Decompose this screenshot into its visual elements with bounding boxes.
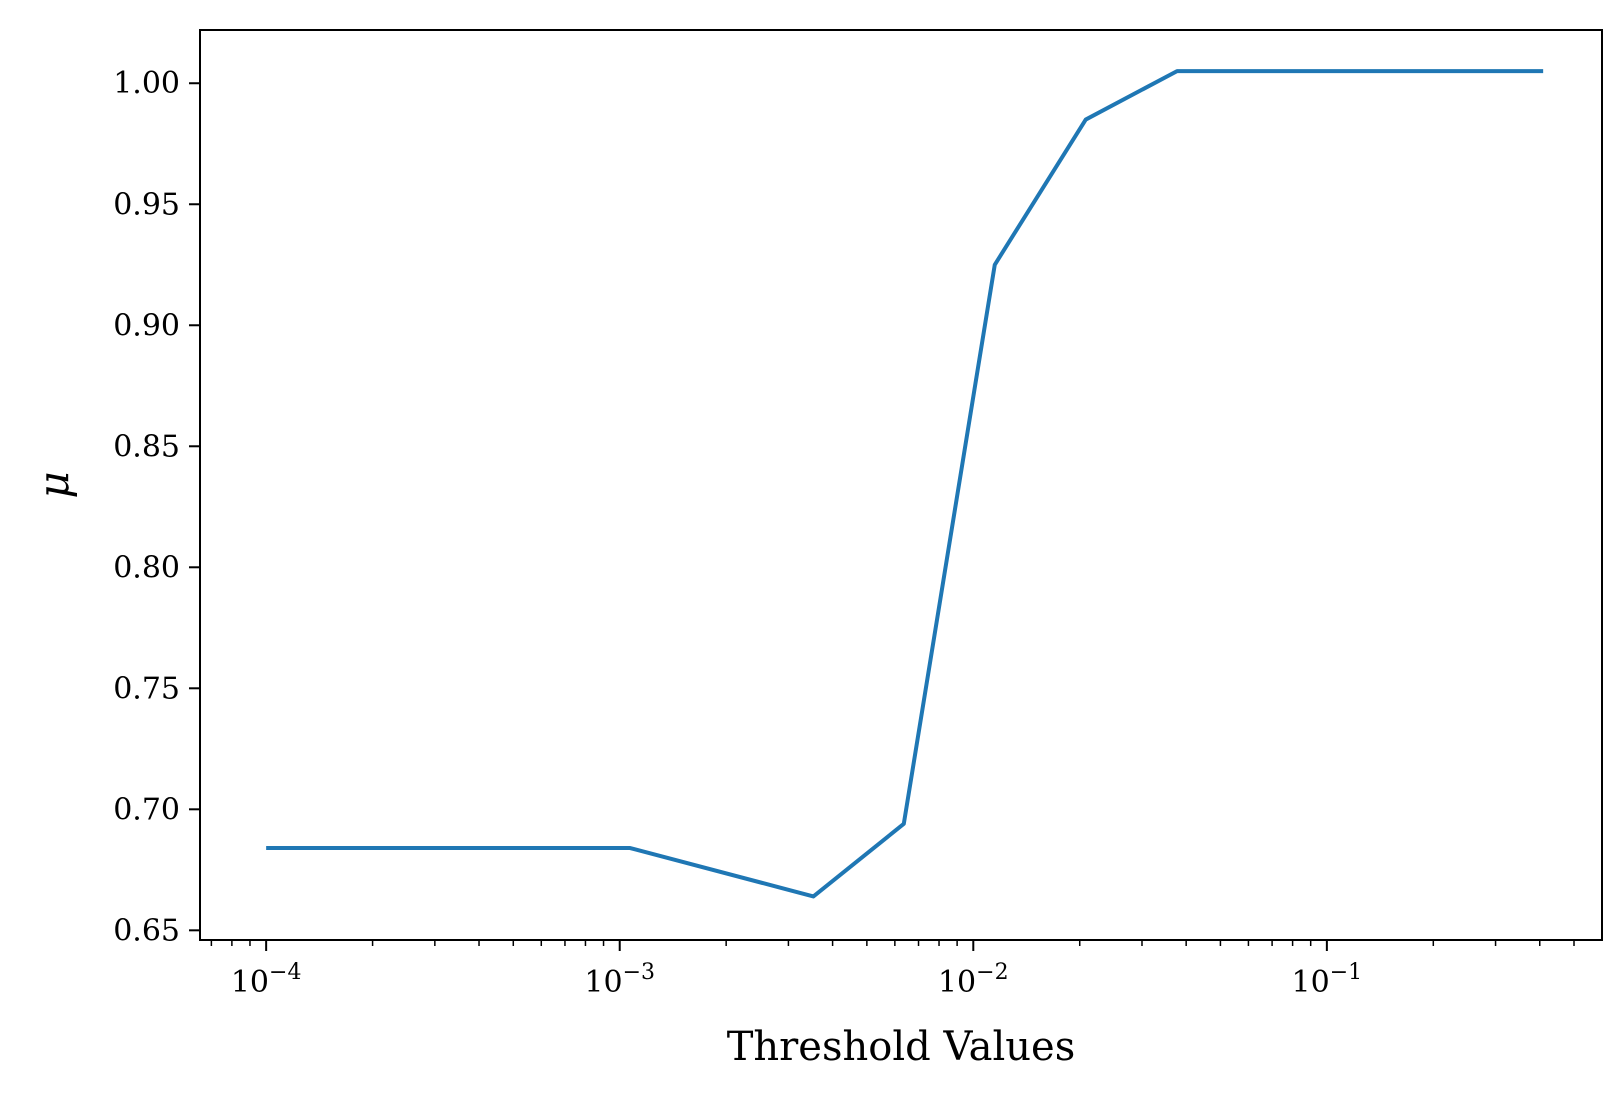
y-axis-label: μ bbox=[29, 471, 78, 498]
series-line bbox=[266, 69, 1544, 899]
y-tick-label: 0.65 bbox=[113, 913, 180, 948]
x-tick-label: 10−2 bbox=[938, 960, 1009, 1000]
x-tick-label: 10−1 bbox=[1292, 960, 1363, 1000]
plot-frame bbox=[199, 29, 1603, 941]
x-tick-label: 10−3 bbox=[584, 960, 655, 1000]
y-tick-label: 0.95 bbox=[113, 187, 180, 222]
y-tick-label: 0.75 bbox=[113, 671, 180, 706]
y-tick-label: 0.80 bbox=[113, 550, 180, 585]
y-axis-ticks: 0.65 0.70 0.75 0.80 0.85 0.90 0.95 1.00 bbox=[113, 66, 200, 948]
y-tick-label: 0.70 bbox=[113, 792, 180, 827]
y-tick-label: 0.90 bbox=[113, 308, 180, 343]
x-tick-label: 10−4 bbox=[231, 960, 302, 1000]
x-axis-ticks: 10−4 10−3 10−2 10−1 bbox=[231, 940, 1362, 1000]
y-tick-label: 1.00 bbox=[113, 66, 180, 101]
y-tick-label: 0.85 bbox=[113, 429, 180, 464]
x-axis-label: Threshold Values bbox=[727, 1024, 1076, 1070]
